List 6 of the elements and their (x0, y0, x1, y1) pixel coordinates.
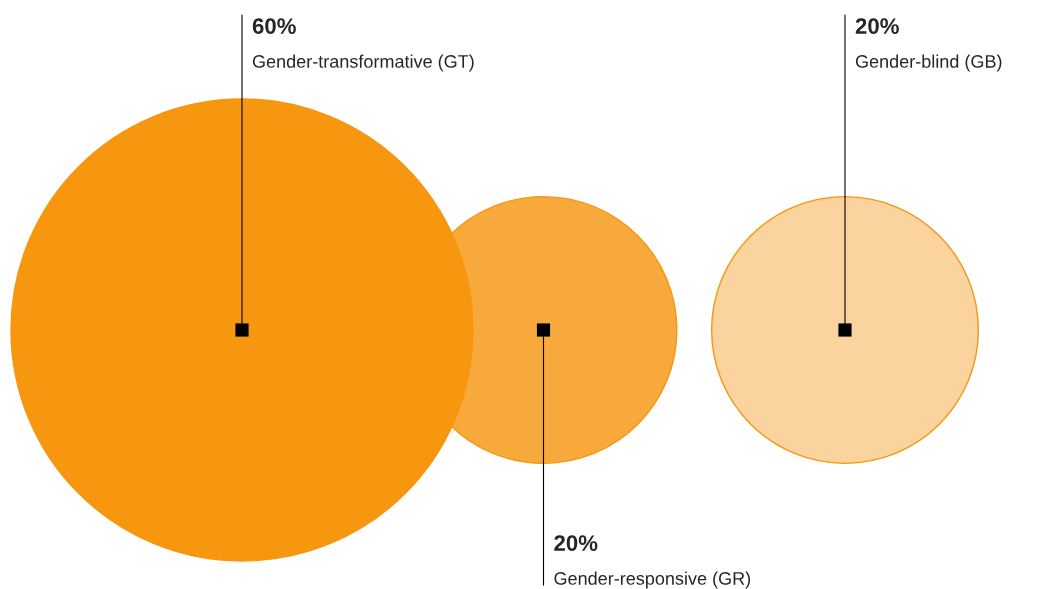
data-label: 60% (252, 18, 296, 34)
category-label: Gender-responsive (GR) (554, 571, 751, 589)
category-label: Gender-transformative (GT) (252, 54, 474, 72)
category-label: Gender-blind (GB) (855, 54, 1002, 72)
data-label: 20% (855, 18, 899, 34)
data-label: 20% (554, 535, 598, 551)
